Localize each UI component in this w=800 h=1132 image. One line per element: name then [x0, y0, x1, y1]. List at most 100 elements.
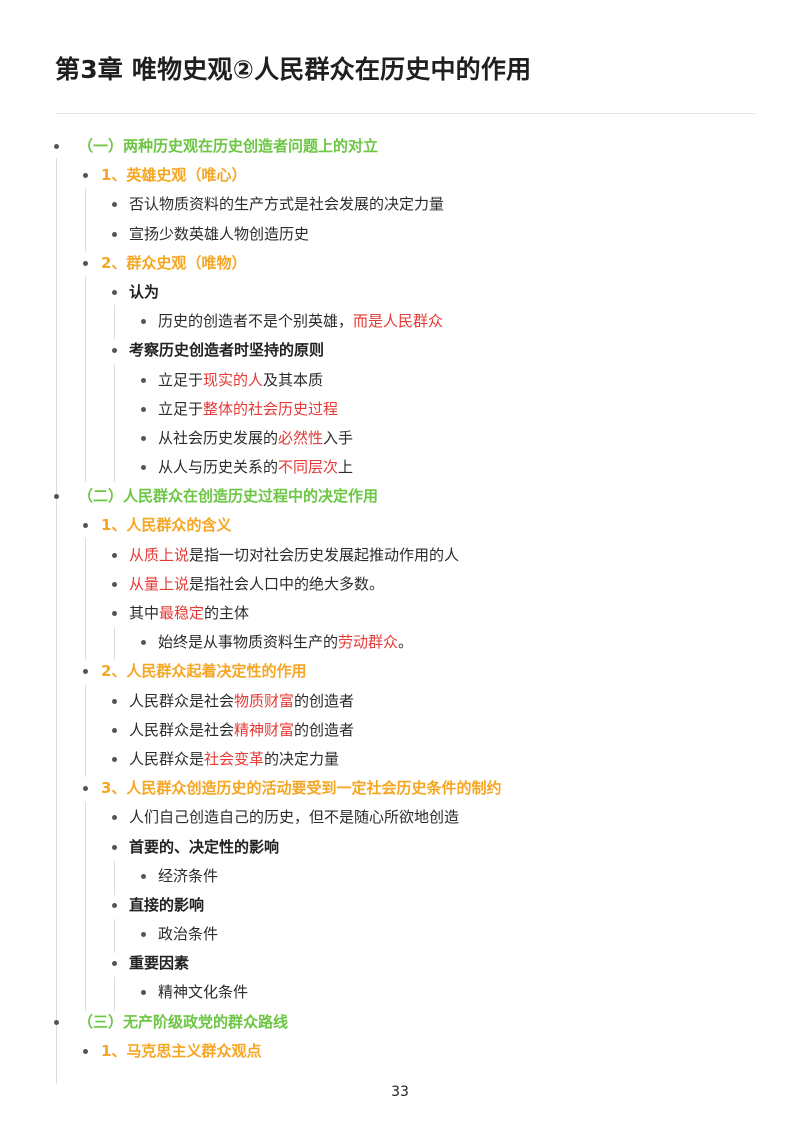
page-title: 第3章 唯物史观②人民群众在历史中的作用	[55, 55, 532, 84]
subsection-label: 1、人民群众的含义	[101, 516, 232, 535]
guide-line	[85, 685, 86, 777]
bullet-icon	[112, 552, 117, 558]
bullet-icon	[112, 698, 117, 704]
item-text: 经济条件	[158, 866, 219, 885]
section-heading: （二）人民群众在创造历史过程中的决定作用	[0, 482, 800, 511]
list-item: 否认物质资料的生产方式是社会发展的决定力量	[0, 190, 800, 219]
guide-line	[114, 627, 115, 660]
item-text: 政治条件	[158, 925, 219, 944]
item-text: 立足于现实的人及其本质	[158, 370, 324, 389]
item-text: 从质上说是指一切对社会历史发展起推动作用的人	[129, 545, 460, 564]
list-item: 从人与历史关系的不同层次上	[0, 453, 800, 482]
subsection-label: 1、英雄史观（唯心）	[101, 166, 247, 185]
bullet-icon	[112, 844, 117, 850]
guide-line	[114, 919, 115, 953]
guide-line	[114, 364, 115, 482]
list-item: 从质上说是指一切对社会历史发展起推动作用的人	[0, 541, 800, 570]
guide-line	[56, 158, 57, 1084]
guide-line	[85, 276, 86, 482]
group-label: 直接的影响	[129, 895, 205, 914]
bullet-icon	[112, 289, 117, 295]
item-text: 始终是从事物质资料生产的劳动群众。	[158, 633, 414, 652]
subsection-heading: 1、英雄史观（唯心）	[0, 161, 800, 190]
item-text: 人民群众是社会物质财富的创造者	[129, 691, 355, 710]
group-label: 认为	[129, 282, 160, 301]
subsection-label: 1、马克思主义群众观点	[101, 1041, 262, 1060]
bullet-icon	[141, 406, 146, 412]
item-text: 人们自己创造自己的历史，但不是随心所欲地创造	[129, 808, 460, 827]
bullet-icon	[141, 319, 146, 325]
item-text: 从社会历史发展的必然性入手	[158, 428, 354, 447]
bullet-icon	[83, 1048, 88, 1054]
guide-line	[114, 861, 115, 895]
bullet-icon	[83, 523, 88, 529]
outline: （一）两种历史观在历史创造者问题上的对立 1、英雄史观（唯心） 否认物质资料的生…	[0, 132, 800, 1066]
group-label: 重要因素	[129, 954, 190, 973]
list-item: 始终是从事物质资料生产的劳动群众。	[0, 628, 800, 657]
bullet-icon	[112, 815, 117, 821]
bullet-icon	[141, 435, 146, 441]
section-heading: （一）两种历史观在历史创造者问题上的对立	[0, 132, 800, 161]
bullet-icon	[83, 260, 88, 266]
list-item: 精神文化条件	[0, 978, 800, 1007]
bullet-icon	[141, 873, 146, 879]
bullet-icon	[112, 611, 117, 616]
group-heading: 考察历史创造者时坚持的原则	[0, 336, 800, 365]
section-heading: （三）无产阶级政党的群众路线	[0, 1008, 800, 1037]
page-number: 33	[391, 1084, 409, 1100]
bullet-icon	[112, 581, 117, 587]
item-text: 从量上说是指社会人口中的绝大多数。	[129, 574, 385, 593]
subsection-heading: 3、人民群众创造历史的活动要受到一定社会历史条件的制约	[0, 774, 800, 803]
section-label: （一）两种历史观在历史创造者问题上的对立	[78, 137, 379, 155]
group-label: 首要的、决定性的影响	[129, 837, 280, 856]
list-item: 历史的创造者不是个别英雄，而是人民群众	[0, 307, 800, 336]
guide-line	[114, 977, 115, 1011]
section-label: （三）无产阶级政党的群众路线	[78, 1012, 289, 1031]
list-item: 立足于现实的人及其本质	[0, 366, 800, 395]
item-text: 其中最稳定的主体	[129, 604, 250, 622]
bullet-icon	[141, 990, 146, 996]
list-item: 人民群众是社会物质财富的创造者	[0, 687, 800, 716]
list-item: 人民群众是社会精神财富的创造者	[0, 716, 800, 745]
item-text: 宣扬少数英雄人物创造历史	[129, 224, 310, 243]
guide-line	[114, 305, 115, 339]
bullet-icon	[112, 202, 117, 208]
list-item: 立足于整体的社会历史过程	[0, 395, 800, 424]
bullet-icon	[112, 231, 117, 237]
item-text: 人民群众是社会变革的决定力量	[129, 749, 340, 768]
bullet-icon	[112, 902, 117, 908]
group-heading: 认为	[0, 278, 800, 307]
guide-line	[85, 802, 86, 1011]
list-item: 经济条件	[0, 862, 800, 891]
bullet-icon	[83, 173, 88, 179]
bullet-icon	[54, 1019, 59, 1025]
group-heading: 直接的影响	[0, 891, 800, 920]
group-heading: 重要因素	[0, 949, 800, 978]
list-item: 人们自己创造自己的历史，但不是随心所欲地创造	[0, 803, 800, 832]
list-item: 其中最稳定的主体	[0, 599, 800, 628]
list-item: 人民群众是社会变革的决定力量	[0, 745, 800, 774]
section-label: （二）人民群众在创造历史过程中的决定作用	[78, 487, 379, 506]
item-text: 历史的创造者不是个别英雄，而是人民群众	[158, 312, 444, 331]
bullet-icon	[54, 144, 59, 149]
subsection-heading: 2、人民群众起着决定性的作用	[0, 657, 800, 686]
subsection-label: 3、人民群众创造历史的活动要受到一定社会历史条件的制约	[101, 779, 502, 798]
subsection-heading: 1、马克思主义群众观点	[0, 1037, 800, 1066]
subsection-label: 2、群众史观（唯物）	[101, 253, 247, 272]
item-text: 否认物质资料的生产方式是社会发展的决定力量	[129, 195, 445, 214]
guide-line	[85, 538, 86, 660]
list-item: 从量上说是指社会人口中的绝大多数。	[0, 570, 800, 599]
list-item: 宣扬少数英雄人物创造历史	[0, 220, 800, 249]
bullet-icon	[141, 932, 146, 938]
title-divider	[55, 113, 755, 114]
bullet-icon	[83, 786, 88, 792]
bullet-icon	[54, 494, 59, 500]
subsection-heading: 2、群众史观（唯物）	[0, 249, 800, 278]
item-text: 立足于整体的社会历史过程	[158, 399, 339, 418]
bullet-icon	[141, 465, 146, 471]
bullet-icon	[141, 640, 146, 646]
bullet-icon	[112, 961, 117, 967]
group-heading: 首要的、决定性的影响	[0, 833, 800, 862]
subsection-heading: 1、人民群众的含义	[0, 511, 800, 540]
